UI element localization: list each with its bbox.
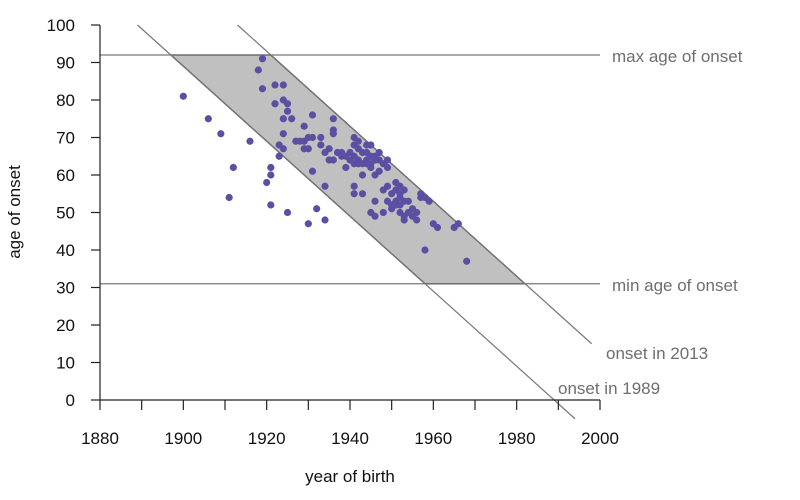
- y-tick-label: 100: [47, 16, 75, 35]
- data-point: [375, 148, 383, 157]
- data-point: [421, 246, 429, 254]
- x-tick-label: 1900: [164, 429, 202, 448]
- data-point: [283, 208, 292, 217]
- min-onset-label: min age of onset: [612, 276, 738, 295]
- y-tick-label: 90: [56, 54, 75, 73]
- y-tick-label: 0: [66, 391, 75, 410]
- data-point: [217, 130, 225, 138]
- axes: 1880 1900 1920 1940 1960 1980 2000 0 10 20 30 40 50 6…: [47, 16, 619, 448]
- y-tick-label: 30: [56, 279, 75, 298]
- data-point: [383, 156, 392, 164]
- x-tick-label: 1920: [248, 429, 286, 448]
- data-point: [288, 115, 296, 123]
- data-point: [308, 111, 317, 119]
- data-point: [329, 156, 337, 164]
- data-point: [317, 141, 325, 149]
- data-points: [179, 55, 471, 265]
- y-tick-label: 80: [56, 91, 75, 110]
- onset-1989-line: [137, 24, 576, 420]
- y-tick-label: 60: [56, 166, 75, 185]
- data-point: [433, 223, 442, 232]
- data-point: [321, 182, 329, 190]
- data-point: [304, 220, 312, 228]
- data-point: [279, 81, 287, 89]
- data-point: [179, 92, 187, 100]
- data-point: [413, 208, 421, 217]
- data-point: [367, 163, 375, 172]
- annotation-labels: max age of onset min age of onset onset …: [558, 47, 743, 398]
- data-point: [329, 115, 337, 123]
- data-point: [283, 100, 292, 108]
- data-point: [279, 130, 287, 138]
- data-point: [321, 216, 329, 224]
- y-tick-label: 40: [56, 241, 75, 260]
- data-point: [308, 167, 317, 175]
- onset-2013-line: [237, 24, 593, 345]
- data-point: [383, 163, 392, 172]
- data-point: [279, 115, 287, 123]
- data-point: [454, 220, 462, 228]
- x-tick-label: 1940: [331, 429, 369, 448]
- data-point: [279, 145, 287, 153]
- data-point: [329, 130, 337, 138]
- onset-2013-label: onset in 2013: [606, 344, 708, 363]
- data-point: [400, 186, 408, 194]
- y-tick-label: 70: [56, 129, 75, 148]
- data-point: [317, 133, 325, 142]
- data-point: [425, 197, 433, 205]
- y-tick-label: 20: [56, 316, 75, 335]
- data-point: [254, 66, 262, 74]
- data-point: [400, 216, 408, 224]
- data-point: [342, 163, 350, 172]
- data-point: [204, 115, 212, 123]
- data-point: [300, 122, 308, 130]
- data-point: [375, 167, 383, 175]
- data-point: [354, 137, 362, 145]
- data-point: [367, 141, 375, 149]
- data-point: [463, 257, 471, 265]
- data-point: [283, 107, 292, 115]
- data-point: [413, 216, 421, 224]
- data-point: [271, 100, 279, 108]
- data-point: [275, 152, 283, 160]
- data-point: [371, 212, 379, 220]
- data-point: [358, 190, 367, 198]
- data-point: [313, 205, 321, 213]
- x-tick-label: 1880: [81, 429, 119, 448]
- data-point: [404, 197, 412, 205]
- y-tick-label: 10: [56, 354, 75, 373]
- data-point: [246, 137, 254, 145]
- onset-1989-label: onset in 1989: [558, 379, 660, 398]
- data-point: [225, 193, 233, 202]
- x-axis-title: year of birth: [305, 467, 395, 486]
- data-point: [383, 182, 392, 190]
- data-point: [371, 197, 379, 205]
- data-point: [325, 145, 333, 153]
- y-axis-title: age of onset: [5, 165, 24, 259]
- data-point: [271, 81, 279, 89]
- reference-lines: [100, 24, 600, 420]
- data-point: [304, 145, 312, 153]
- data-point: [308, 133, 317, 142]
- x-tick-label: 2000: [581, 429, 619, 448]
- data-point: [258, 55, 267, 63]
- data-point: [358, 171, 367, 179]
- data-point: [350, 190, 358, 198]
- data-point: [229, 163, 237, 172]
- y-tick-label: 50: [56, 204, 75, 223]
- data-point: [267, 201, 275, 209]
- data-point: [258, 85, 267, 93]
- data-point: [379, 208, 387, 217]
- data-point: [267, 163, 275, 172]
- x-tick-label: 1960: [414, 429, 452, 448]
- data-point: [267, 171, 275, 179]
- x-tick-label: 1980: [498, 429, 536, 448]
- data-point: [350, 182, 358, 190]
- data-point: [263, 178, 271, 187]
- max-onset-label: max age of onset: [612, 47, 743, 66]
